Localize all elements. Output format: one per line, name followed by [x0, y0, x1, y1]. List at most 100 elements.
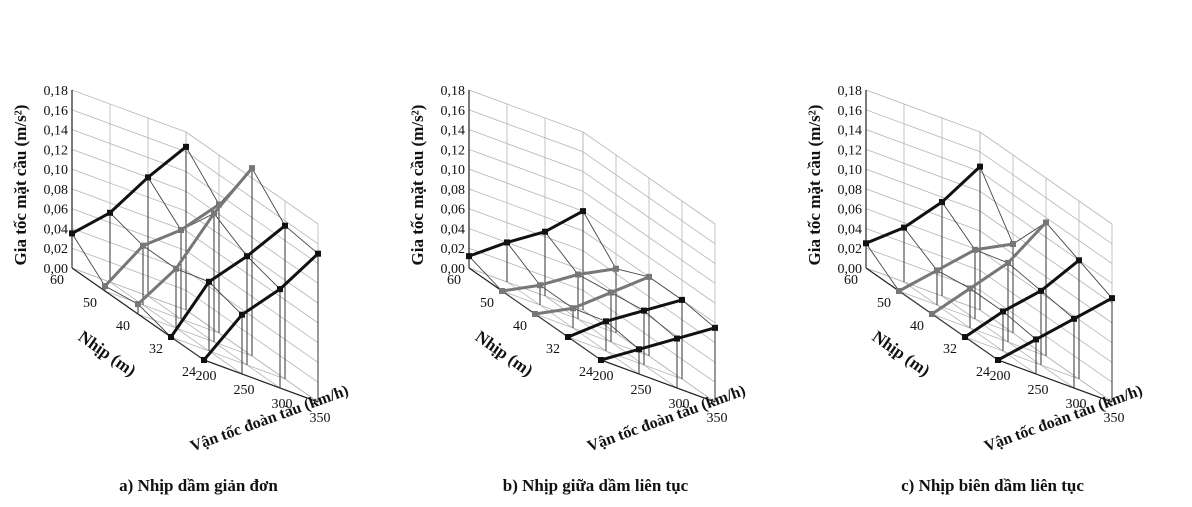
- z-axis-title: Gia tốc mặt cầu (m/s²): [11, 105, 30, 266]
- floor-gridline: [468, 267, 584, 311]
- z-tick-label: 0,00: [838, 262, 863, 277]
- z-tick-label: 0,14: [44, 124, 69, 139]
- data-point-span-60-speed-300: [145, 174, 151, 181]
- data-point-span-60-speed-350: [183, 143, 189, 150]
- series-line-span-60: [468, 209, 584, 258]
- speed-tick-label: 250: [234, 383, 255, 398]
- back-wall-gridline: [468, 129, 584, 172]
- z-tick-label: 0,12: [838, 143, 863, 158]
- z-tick-label: 0,02: [44, 242, 69, 257]
- z-tick-label: 0,18: [441, 84, 466, 99]
- data-point-span-32-speed-300: [244, 253, 250, 260]
- floor-gridline: [964, 336, 1080, 380]
- data-point-span-50-speed-300: [972, 246, 978, 253]
- back-wall-gridline: [865, 188, 981, 232]
- span-tick-label: 40: [513, 319, 527, 334]
- data-point-span-40-speed-200: [135, 301, 141, 308]
- span-axis-title: Nhịp (m): [869, 327, 934, 380]
- back-wall-gridline: [71, 168, 187, 212]
- data-point-span-60-speed-300: [939, 199, 945, 206]
- speed-tick-label: 350: [1104, 411, 1125, 426]
- data-point-span-40-speed-250: [173, 265, 179, 272]
- chart-a-plot: 0,00 0,02 0,04 0,06 0,08 0,10 0,12 0,14 0,16 0,18…: [11, 84, 351, 455]
- span-tick-label: 24: [579, 365, 593, 380]
- back-wall-gridline: [865, 208, 981, 252]
- floor-gridline: [898, 290, 1014, 334]
- z-tick-label: 0,12: [441, 143, 466, 158]
- span-axis-title: Nhịp (m): [472, 327, 537, 380]
- back-wall-gridline: [468, 208, 584, 252]
- z-tick-label: 0,08: [838, 183, 863, 198]
- floor-gridline: [567, 336, 683, 380]
- back-wall-gridline: [71, 208, 187, 252]
- z-tick-label: 0,10: [441, 163, 466, 178]
- z-tick-label: 0,16: [44, 104, 69, 119]
- data-point-span-24-speed-200: [201, 357, 207, 363]
- back-wall-gridline: [865, 89, 981, 133]
- back-wall-gridline: [468, 109, 584, 153]
- data-point-span-32-speed-350: [282, 222, 288, 229]
- data-point-span-24-speed-300: [277, 286, 283, 293]
- series-lines: [468, 209, 716, 362]
- back-wall-gridline: [468, 168, 584, 212]
- data-point-span-24-speed-200: [598, 357, 604, 363]
- data-point-span-40-speed-350: [646, 273, 652, 280]
- back-wall-gridline: [71, 228, 187, 271]
- z-tick-label: 0,10: [44, 163, 69, 178]
- data-point-span-60-speed-200: [69, 230, 75, 237]
- span-tick-label: 40: [910, 319, 924, 334]
- span-tick-label: 24: [976, 365, 990, 380]
- span-tick-label: 60: [447, 273, 461, 288]
- data-point-span-60-speed-300: [542, 228, 548, 235]
- back-wall-gridline: [865, 129, 981, 172]
- data-point-span-24-speed-350: [315, 250, 321, 257]
- z-tick-label: 0,02: [441, 242, 466, 257]
- data-point-span-24-speed-350: [712, 324, 718, 331]
- z-tick-label: 0,12: [44, 143, 69, 158]
- chart-b-plot: 0,00 0,02 0,04 0,06 0,08 0,10 0,12 0,14 0,16 0,18…: [408, 84, 748, 455]
- span-tick-label: 50: [83, 296, 97, 311]
- series-line-span-32: [964, 259, 1080, 339]
- drop-lines: [71, 146, 319, 402]
- data-point-span-50-speed-350: [613, 265, 619, 272]
- speed-tick-label: 200: [196, 369, 217, 384]
- back-wall-gridline: [71, 129, 187, 172]
- back-wall-gridline: [71, 247, 187, 291]
- data-point-span-40-speed-250: [967, 285, 973, 292]
- span-tick-label: 60: [844, 273, 858, 288]
- back-wall-gridline: [865, 247, 981, 291]
- speed-tick-label: 300: [1066, 397, 1087, 412]
- span-tick-label: 50: [480, 296, 494, 311]
- z-tick-label: 0,14: [441, 124, 466, 139]
- series-lines: [865, 165, 1113, 362]
- back-wall-gridline: [468, 148, 584, 192]
- series-line-span-32: [567, 298, 683, 339]
- series-line-span-32: [169, 224, 286, 338]
- series-line-span-24: [600, 326, 716, 362]
- data-point-span-60-speed-350: [977, 163, 983, 170]
- z-tick-label: 0,02: [838, 242, 863, 257]
- floor-gridline: [865, 267, 981, 311]
- z-tick-label: 0,18: [44, 84, 69, 99]
- chart-c-plot: 0,00 0,02 0,04 0,06 0,08 0,10 0,12 0,14 0,16 0,18…: [805, 84, 1145, 455]
- data-point-span-32-speed-250: [206, 278, 212, 285]
- data-point-span-50-speed-250: [934, 267, 940, 274]
- data-point-span-32-speed-250: [1000, 308, 1006, 315]
- speed-axis-line: [203, 359, 319, 403]
- data-point-span-50-speed-300: [178, 227, 184, 233]
- series-line-span-50: [103, 203, 220, 288]
- span-connectors: [71, 146, 319, 361]
- data-point-span-50-speed-200: [499, 288, 505, 294]
- chart-panel-b: 0,00 0,02 0,04 0,06 0,08 0,10 0,12 0,14 0,16 0,18…: [397, 0, 794, 507]
- data-point-span-40-speed-200: [532, 311, 538, 317]
- span-axis-title: Nhịp (m): [75, 327, 140, 380]
- z-tick-label: 0,16: [838, 104, 863, 119]
- back-wall-gridline: [865, 148, 981, 192]
- z-tick-label: 0,08: [44, 183, 69, 198]
- z-tick-label: 0,10: [838, 163, 863, 178]
- speed-tick-label: 300: [669, 397, 690, 412]
- z-tick-label: 0,08: [441, 183, 466, 198]
- series-markers: [466, 208, 718, 363]
- floor-gridline: [534, 313, 650, 357]
- span-tick-label: 50: [877, 296, 891, 311]
